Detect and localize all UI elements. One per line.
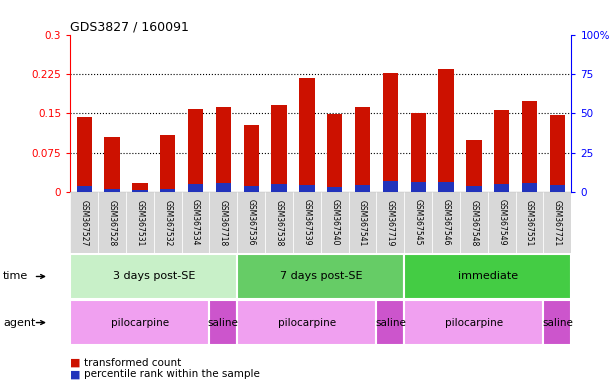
Text: GSM367549: GSM367549 [497, 199, 506, 246]
Bar [355, 107, 370, 192]
Text: GSM367541: GSM367541 [358, 200, 367, 246]
Bar [404, 192, 432, 253]
Bar [70, 300, 210, 345]
Text: saline: saline [375, 318, 406, 328]
Text: pilocarpine: pilocarpine [445, 318, 503, 328]
Bar [104, 189, 120, 192]
Text: 3 days post-SE: 3 days post-SE [112, 271, 195, 281]
Bar [70, 254, 237, 299]
Text: GSM367545: GSM367545 [414, 199, 423, 246]
Bar [494, 110, 510, 192]
Bar [404, 300, 543, 345]
Bar [265, 192, 293, 253]
Text: GSM367527: GSM367527 [79, 200, 89, 246]
Bar [299, 185, 315, 192]
Text: GSM367721: GSM367721 [553, 200, 562, 246]
Text: percentile rank within the sample: percentile rank within the sample [84, 369, 260, 379]
Bar [411, 113, 426, 192]
Bar [376, 300, 404, 345]
Text: transformed count: transformed count [84, 358, 181, 368]
Text: GSM367536: GSM367536 [247, 199, 255, 246]
Bar [438, 69, 454, 192]
Bar [522, 183, 537, 192]
Text: ■: ■ [70, 358, 81, 368]
Bar [154, 192, 181, 253]
Bar [237, 300, 376, 345]
Bar [466, 139, 481, 192]
Bar [210, 192, 237, 253]
Bar [160, 189, 175, 192]
Bar [76, 186, 92, 192]
Bar [98, 192, 126, 253]
Text: GSM367540: GSM367540 [330, 199, 339, 246]
Bar [244, 125, 259, 192]
Text: GSM367538: GSM367538 [274, 200, 284, 246]
Bar [376, 192, 404, 253]
Text: time: time [3, 271, 28, 281]
Bar [210, 300, 237, 345]
Bar [355, 185, 370, 192]
Bar [321, 192, 349, 253]
Bar [76, 117, 92, 192]
Text: pilocarpine: pilocarpine [111, 318, 169, 328]
Text: pilocarpine: pilocarpine [278, 318, 336, 328]
Bar [327, 114, 342, 192]
Text: saline: saline [542, 318, 573, 328]
Bar [432, 192, 460, 253]
Bar [466, 186, 481, 192]
Bar [382, 73, 398, 192]
Bar [349, 192, 376, 253]
Bar [404, 254, 571, 299]
Text: GSM367718: GSM367718 [219, 200, 228, 246]
Bar [70, 192, 98, 253]
Bar [411, 182, 426, 192]
Bar [271, 184, 287, 192]
Bar [293, 192, 321, 253]
Bar [132, 190, 147, 192]
Bar [550, 185, 565, 192]
Bar [237, 192, 265, 253]
Text: GSM367719: GSM367719 [386, 200, 395, 246]
Text: ■: ■ [70, 369, 81, 379]
Bar [460, 192, 488, 253]
Text: saline: saline [208, 318, 239, 328]
Text: GSM367532: GSM367532 [163, 200, 172, 246]
Bar [181, 192, 210, 253]
Bar [382, 181, 398, 192]
Text: GSM367531: GSM367531 [136, 200, 144, 246]
Text: GSM367546: GSM367546 [442, 199, 450, 246]
Bar [543, 300, 571, 345]
Bar [126, 192, 154, 253]
Bar [543, 192, 571, 253]
Text: GSM367539: GSM367539 [302, 199, 312, 246]
Bar [237, 254, 404, 299]
Bar [516, 192, 543, 253]
Bar [494, 184, 510, 192]
Text: GSM367528: GSM367528 [108, 200, 117, 246]
Bar [299, 78, 315, 192]
Bar [188, 109, 203, 192]
Bar [216, 183, 231, 192]
Bar [132, 182, 147, 192]
Text: GSM367551: GSM367551 [525, 200, 534, 246]
Bar [271, 106, 287, 192]
Text: GSM367534: GSM367534 [191, 199, 200, 246]
Text: 7 days post-SE: 7 days post-SE [279, 271, 362, 281]
Bar [216, 107, 231, 192]
Bar [438, 182, 454, 192]
Text: agent: agent [3, 318, 35, 328]
Bar [160, 135, 175, 192]
Bar [522, 101, 537, 192]
Bar [327, 187, 342, 192]
Bar [244, 186, 259, 192]
Bar [188, 184, 203, 192]
Bar [550, 115, 565, 192]
Bar [488, 192, 516, 253]
Text: immediate: immediate [458, 271, 518, 281]
Text: GDS3827 / 160091: GDS3827 / 160091 [70, 20, 189, 33]
Bar [104, 137, 120, 192]
Text: GSM367548: GSM367548 [469, 200, 478, 246]
